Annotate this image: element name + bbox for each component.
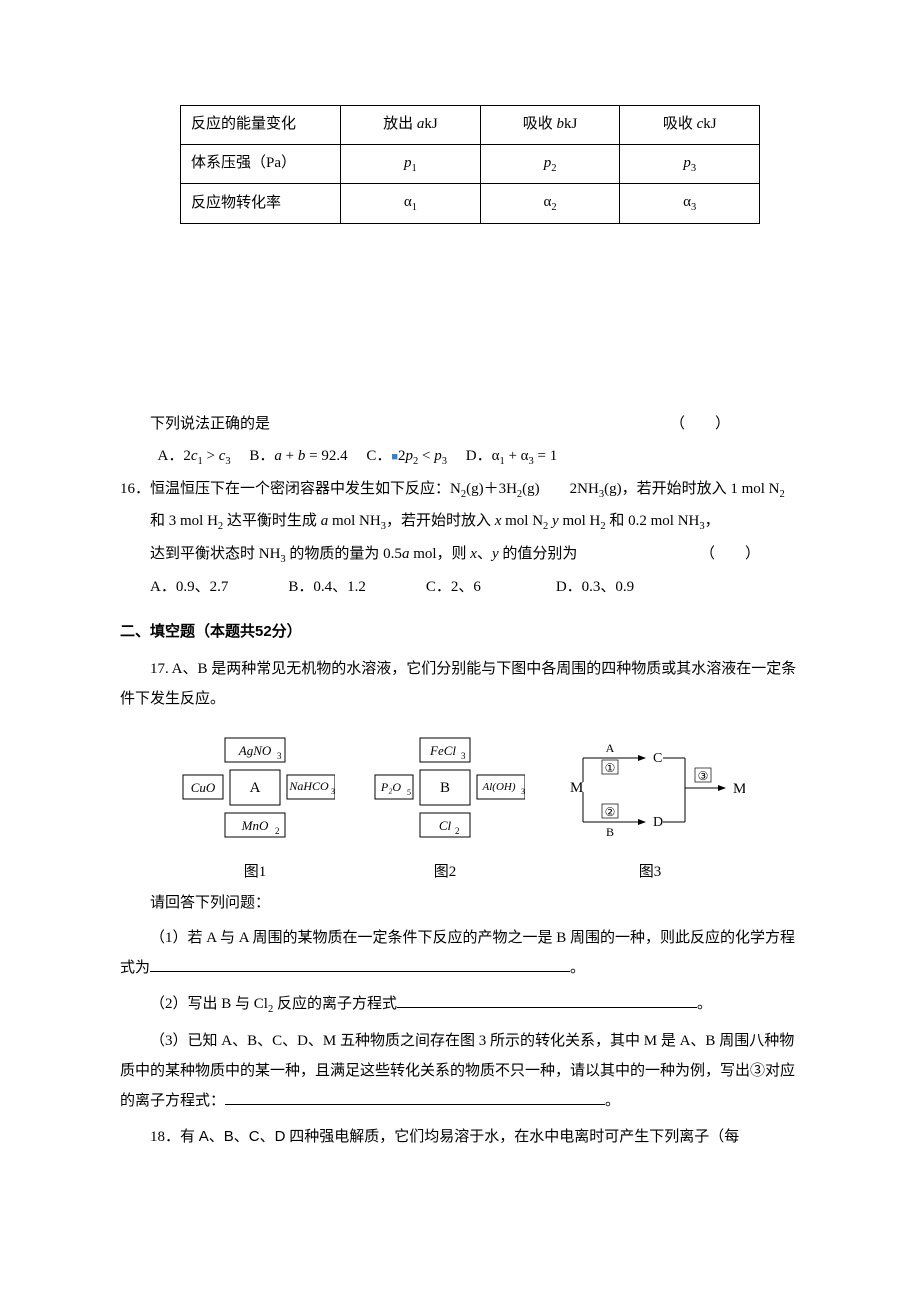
figure-1-caption: 图1 [175, 860, 335, 886]
cell: 放出 akJ [341, 106, 481, 145]
blank-input[interactable] [225, 1089, 605, 1105]
section-2-title: 二、填空题（本题共52分） [120, 619, 800, 645]
svg-text:②: ② [605, 805, 616, 819]
svg-text:B: B [606, 825, 614, 839]
figure-1: A AgNO 3 MnO 2 CuO NaHCO 3 图1 [175, 730, 335, 885]
svg-text:Cl: Cl [439, 818, 452, 833]
svg-text:MnO: MnO [241, 818, 269, 833]
cell: 吸收 ckJ [620, 106, 760, 145]
svg-text:M: M [733, 781, 745, 797]
q15-options: A．2c1 > c3 B．a + b = 92.4 C．■2p2 < p3 D．… [120, 444, 800, 471]
q16-options: A．0.9、2.7 B．0.4、1.2 C．2、6 D．0.3、0.9 [120, 575, 800, 601]
blank-input[interactable] [150, 956, 570, 972]
svg-text:3: 3 [521, 787, 525, 796]
table-row: 反应的能量变化 放出 akJ 吸收 bkJ 吸收 ckJ [181, 106, 760, 145]
figure-3-svg: M A ① C B ② D [555, 730, 745, 850]
svg-text:①: ① [605, 761, 616, 775]
cell: α2 [480, 184, 620, 224]
svg-text:M: M [570, 780, 583, 796]
q15-stem: 下列说法正确的是 （ ） [120, 412, 800, 438]
cell: p3 [620, 144, 760, 184]
svg-text:Al(OH): Al(OH) [482, 781, 516, 793]
svg-text:2: 2 [275, 826, 280, 836]
svg-text:3: 3 [331, 787, 335, 796]
cell: p2 [480, 144, 620, 184]
figure-3-caption: 图3 [555, 860, 745, 886]
blank-input[interactable] [397, 992, 697, 1008]
period: 。 [570, 960, 585, 976]
q17-p1: （1）若 A 与 A 周围的某物质在一定条件下反应的产物之一是 B 周围的一种，… [120, 923, 800, 983]
svg-text:CuO: CuO [191, 780, 216, 795]
figure-row: A AgNO 3 MnO 2 CuO NaHCO 3 图1 [120, 730, 800, 885]
paren: （ ） [700, 542, 760, 568]
svg-text:5: 5 [407, 788, 411, 797]
cell: 吸收 bkJ [480, 106, 620, 145]
q17-intro: 17. A、B 是两种常见无机物的水溶液，它们分别能与下图中各周围的四种物质或其… [120, 654, 800, 714]
q15-stem-text: 下列说法正确的是 [150, 416, 270, 432]
svg-text:C: C [653, 751, 662, 766]
svg-text:AgNO: AgNO [238, 743, 272, 758]
figure-2-svg: B FeCl 3 Cl 2 P₂O 5 Al(OH) 3 [365, 730, 525, 850]
svg-text:2: 2 [455, 826, 460, 836]
figure-2-caption: 图2 [365, 860, 525, 886]
q16-head: 16．恒温恒压下在一个密闭容器中发生如下反应：N2(g)＋3H2(g) 2NH3… [120, 477, 800, 504]
row-label: 反应物转化率 [181, 184, 341, 224]
paren: （ ） [640, 412, 730, 438]
svg-text:③: ③ [698, 769, 709, 783]
table-row: 反应物转化率 α1 α2 α3 [181, 184, 760, 224]
svg-text:3: 3 [277, 751, 282, 761]
q16-body1: 和 3 mol H2 达平衡时生成 a mol NH3，若开始时放入 x mol… [120, 509, 800, 536]
figure-2: B FeCl 3 Cl 2 P₂O 5 Al(OH) 3 图2 [365, 730, 525, 885]
q17-answer-prompt: 请回答下列问题： [120, 891, 800, 917]
svg-text:P₂O: P₂O [380, 780, 402, 794]
period: 。 [697, 996, 712, 1012]
figure-3: M A ① C B ② D [555, 730, 745, 885]
figure-1-svg: A AgNO 3 MnO 2 CuO NaHCO 3 [175, 730, 335, 850]
svg-text:A: A [606, 741, 615, 755]
svg-text:3: 3 [461, 751, 466, 761]
q17-p3: （3）已知 A、B、C、D、M 五种物质之间存在图 3 所示的转化关系，其中 M… [120, 1026, 800, 1116]
period: 。 [605, 1093, 620, 1109]
row-label: 体系压强（Pa） [181, 144, 341, 184]
cell: α3 [620, 184, 760, 224]
table-row: 体系压强（Pa） p1 p2 p3 [181, 144, 760, 184]
q16-body2: 达到平衡状态时 NH3 的物质的量为 0.5a mol，则 x、y 的值分别为 … [120, 542, 800, 569]
svg-text:D: D [653, 815, 663, 830]
svg-text:B: B [440, 780, 450, 796]
svg-text:A: A [250, 780, 261, 796]
svg-text:FeCl: FeCl [429, 743, 456, 758]
row-label: 反应的能量变化 [181, 106, 341, 145]
cell: α1 [341, 184, 481, 224]
q18: 18．有 A、B、C、D 四种强电解质，它们均易溶于水，在水中电离时可产生下列离… [120, 1122, 800, 1152]
q17-p2: （2）写出 B 与 Cl2 反应的离子方程式。 [120, 989, 800, 1020]
energy-table: 反应的能量变化 放出 akJ 吸收 bkJ 吸收 ckJ 体系压强（Pa） p1… [180, 105, 760, 224]
cell: p1 [341, 144, 481, 184]
svg-text:NaHCO: NaHCO [288, 779, 329, 793]
